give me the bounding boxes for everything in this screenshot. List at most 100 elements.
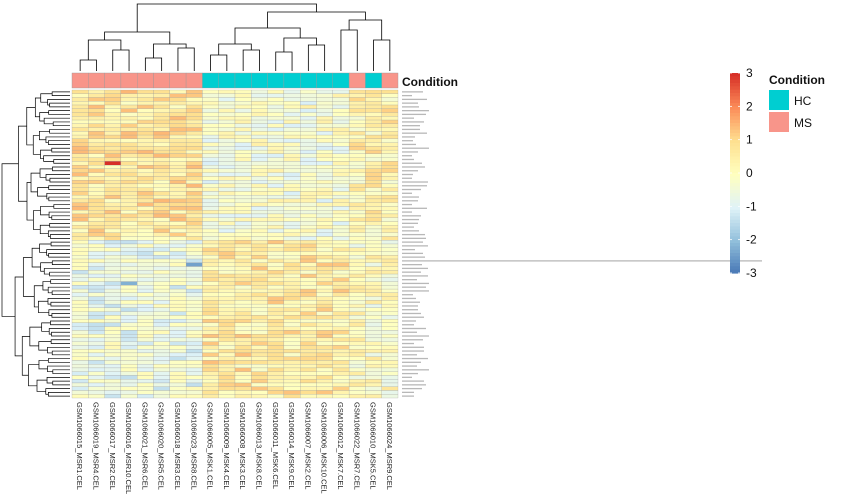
heatmap-cell [381, 258, 399, 263]
heatmap-cell [332, 202, 350, 207]
heatmap-cell [283, 345, 301, 350]
heatmap-cell [169, 161, 187, 166]
heatmap-cell [137, 127, 154, 132]
heatmap-cell [185, 172, 203, 177]
heatmap-cell [202, 213, 219, 218]
heatmap-cell [316, 149, 333, 154]
heatmap-cell [234, 292, 252, 297]
heatmap-cell [332, 119, 350, 124]
heatmap-cell [283, 262, 301, 267]
heatmap-cell [104, 236, 122, 241]
heatmap-cell [365, 334, 382, 339]
heatmap-cell [283, 326, 301, 331]
heatmap-cell [267, 307, 285, 312]
heatmap-cell [300, 352, 317, 357]
color-scale-segment [730, 129, 740, 134]
heatmap-cell [300, 367, 317, 372]
heatmap-cell [218, 318, 236, 324]
heatmap-cell [267, 172, 285, 177]
row-label [402, 282, 429, 285]
row-label [402, 260, 762, 262]
annotation-cell [381, 72, 399, 89]
heatmap-cell [88, 108, 105, 113]
heatmap-cell [153, 164, 170, 170]
heatmap-cell [267, 273, 285, 278]
heatmap-cell [348, 149, 366, 154]
annotation-cell [267, 72, 285, 89]
heatmap-cell [120, 240, 138, 245]
heatmap-cell [137, 236, 154, 241]
color-scale-segment [730, 146, 740, 151]
heatmap-cell [153, 176, 170, 181]
heatmap-cell [348, 142, 366, 147]
heatmap-cell [71, 296, 89, 301]
heatmap-cell [169, 89, 187, 94]
heatmap-cell [365, 180, 382, 185]
column-label: GSM1066009_MSK4.CEL [222, 402, 231, 490]
heatmap-cell [332, 153, 350, 158]
heatmap-cell [316, 322, 333, 327]
heatmap-cell [365, 187, 382, 192]
heatmap-cell [137, 93, 154, 98]
heatmap-cell [185, 349, 203, 354]
heatmap-cell [365, 303, 382, 308]
heatmap-cell [332, 127, 350, 132]
heatmap-cell [348, 157, 366, 162]
heatmap-cell [365, 176, 382, 181]
dendrogram-branch [18, 125, 27, 202]
heatmap-cell [202, 394, 219, 399]
heatmap-cell [88, 288, 105, 293]
heatmap-cell [218, 157, 236, 162]
color-scale-segment [730, 256, 740, 261]
color-scale-tick-label: 1 [746, 133, 753, 147]
heatmap-cell [300, 149, 317, 154]
heatmap-cell [251, 157, 268, 162]
heatmap-cell [137, 228, 154, 233]
heatmap-cell [88, 157, 105, 162]
heatmap-cell [251, 176, 268, 181]
heatmap-cell [300, 240, 317, 245]
row-label [402, 331, 417, 333]
heatmap-cell [137, 326, 154, 331]
heatmap-cell [234, 119, 252, 124]
heatmap-cell [185, 379, 203, 384]
dendrogram-branch [79, 59, 97, 71]
heatmap-cell [153, 172, 170, 177]
heatmap-cell [120, 258, 138, 263]
heatmap-cell [88, 341, 105, 346]
heatmap-cell [120, 236, 138, 241]
heatmap-cell [234, 367, 252, 372]
heatmap-cell [348, 195, 366, 200]
heatmap-cell [120, 345, 138, 350]
heatmap-cell [332, 195, 350, 200]
heatmap-cell [300, 243, 317, 248]
heatmap-cell [267, 146, 285, 151]
row-label [402, 110, 429, 112]
heatmap-cell [104, 270, 122, 275]
heatmap-cell [234, 168, 252, 173]
dendrogram-branch [38, 300, 49, 313]
heatmap-cell [88, 146, 105, 151]
heatmap-cell [120, 318, 138, 324]
heatmap-cell [88, 89, 105, 94]
heatmap-cell [348, 386, 366, 391]
heatmap-cell [218, 356, 236, 361]
heatmap-cell [153, 221, 170, 226]
heatmap-cell [169, 334, 187, 339]
heatmap-cell [267, 296, 285, 301]
heatmap-cell [120, 367, 138, 372]
heatmap-cell [153, 134, 170, 139]
heatmap-cell [381, 341, 399, 346]
heatmap-cell [283, 364, 301, 369]
heatmap-cell [88, 161, 105, 166]
heatmap-cell [153, 93, 170, 98]
heatmap-cell [348, 273, 366, 278]
heatmap-cell [169, 176, 187, 181]
heatmap-cell [251, 142, 268, 147]
heatmap-cell [71, 364, 89, 369]
heatmap-cell [348, 146, 366, 151]
heatmap-cell [218, 146, 236, 151]
heatmap-cell [202, 172, 219, 177]
heatmap-cell [153, 285, 170, 290]
heatmap-cell [348, 277, 366, 282]
